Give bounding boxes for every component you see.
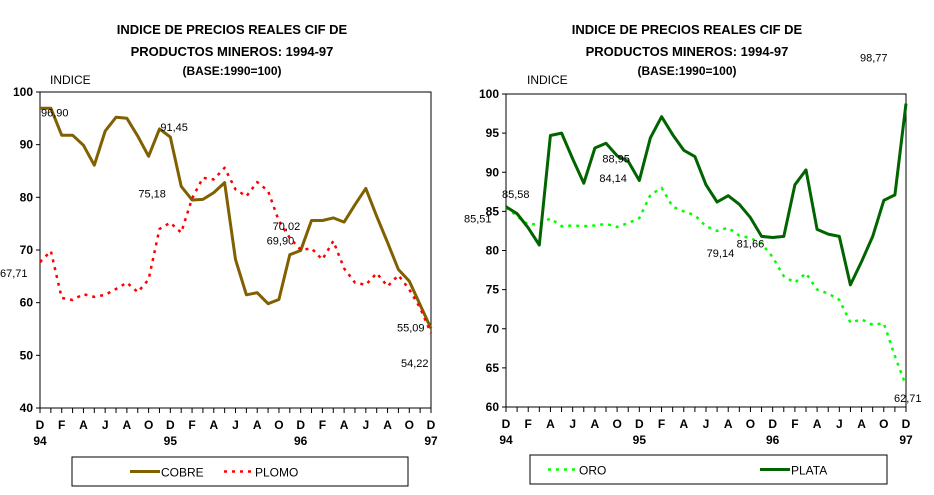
chart-title: INDICE DE PRECIOS REALES CIF DE [117, 22, 348, 37]
x-month-label: J [232, 418, 239, 432]
x-month-label: A [591, 417, 600, 431]
x-month-label: F [319, 418, 326, 432]
data-label: 67,71 [0, 268, 28, 280]
data-label: 69,90 [267, 236, 295, 248]
legend-label-oro: ORO [579, 464, 606, 478]
data-label: 70,02 [273, 221, 301, 233]
x-month-label: D [502, 417, 511, 431]
x-month-label: D [166, 418, 175, 432]
legend-label-plata: PLATA [791, 464, 827, 478]
y-tick-label: 65 [486, 361, 500, 375]
x-month-label: A [383, 418, 392, 432]
chart-title: INDICE DE PRECIOS REALES CIF DE [572, 22, 803, 37]
y-tick-label: 100 [479, 87, 499, 101]
data-label: 98,77 [860, 53, 888, 65]
y-tick-label: 85 [486, 204, 500, 218]
x-month-label: F [188, 418, 195, 432]
x-month-label: F [525, 417, 532, 431]
x-year-label: 95 [633, 433, 647, 447]
x-year-label: 97 [899, 433, 913, 447]
x-month-label: A [253, 418, 262, 432]
x-month-label: O [405, 418, 414, 432]
y-axis-label: INDICE [50, 73, 91, 87]
x-month-label: A [79, 418, 88, 432]
y-tick-label: 70 [20, 243, 34, 257]
x-month-label: A [546, 417, 555, 431]
x-month-label: O [879, 417, 888, 431]
x-month-label: J [102, 418, 109, 432]
x-month-label: A [724, 417, 733, 431]
x-month-label: O [612, 417, 621, 431]
legend-label-cobre: COBRE [161, 466, 204, 480]
x-month-label: J [703, 417, 710, 431]
data-label: 55,09 [397, 323, 425, 335]
data-label: 84,14 [599, 173, 627, 185]
chart-title: PRODUCTOS MINEROS: 1994-97 [131, 44, 334, 59]
data-label: 81,66 [737, 239, 765, 251]
x-year-label: 97 [424, 434, 438, 448]
y-tick-label: 80 [486, 244, 500, 258]
y-tick-label: 100 [13, 85, 33, 99]
x-month-label: D [902, 417, 911, 431]
legend-box [529, 454, 888, 485]
data-label: 79,14 [707, 248, 735, 260]
series-line-cobre [40, 106, 433, 330]
x-month-label: J [836, 417, 843, 431]
x-month-label: O [144, 418, 153, 432]
x-month-label: F [58, 418, 65, 432]
data-label: 91,45 [160, 122, 188, 134]
data-label: 85,58 [502, 189, 530, 201]
y-tick-label: 80 [20, 190, 34, 204]
y-tick-label: 95 [486, 126, 500, 140]
series-line-oro [505, 186, 908, 387]
x-month-label: F [791, 417, 798, 431]
x-month-label: A [679, 417, 688, 431]
y-tick-label: 60 [486, 400, 500, 414]
x-month-label: F [658, 417, 665, 431]
x-month-label: D [635, 417, 644, 431]
x-month-label: D [427, 418, 436, 432]
x-year-label: 96 [294, 434, 308, 448]
x-month-label: D [36, 418, 45, 432]
chart-1: INDICE DE PRECIOS REALES CIF DE PRODUCTOS… [0, 22, 438, 487]
x-month-label: A [209, 418, 218, 432]
y-tick-label: 75 [486, 283, 500, 297]
data-label: 88,95 [602, 153, 630, 165]
chart-subtitle: (BASE:1990=100) [637, 64, 736, 78]
x-month-label: A [857, 417, 866, 431]
x-month-label: D [768, 417, 777, 431]
data-label: 62,71 [894, 393, 922, 405]
x-year-label: 94 [499, 433, 513, 447]
x-month-label: A [340, 418, 349, 432]
x-month-label: O [746, 417, 755, 431]
y-tick-label: 60 [20, 296, 34, 310]
x-month-label: D [296, 418, 305, 432]
y-tick-label: 90 [486, 165, 500, 179]
chart-title: PRODUCTOS MINEROS: 1994-97 [586, 44, 789, 59]
x-month-label: A [813, 417, 822, 431]
x-year-label: 96 [766, 433, 780, 447]
chart-2: INDICE DE PRECIOS REALES CIF DE PRODUCTOS… [464, 22, 922, 485]
y-tick-label: 90 [20, 138, 34, 152]
y-tick-label: 40 [20, 401, 34, 415]
chart-subtitle: (BASE:1990=100) [182, 64, 281, 78]
legend: ORO PLATA [529, 454, 888, 485]
y-axis-label: INDICE [527, 73, 568, 87]
x-month-label: A [123, 418, 132, 432]
x-month-label: O [274, 418, 283, 432]
data-label: 85,51 [464, 213, 492, 225]
legend: COBRE PLOMO [71, 456, 409, 487]
x-month-label: J [362, 418, 369, 432]
x-year-label: 94 [33, 434, 47, 448]
x-year-label: 95 [164, 434, 178, 448]
y-tick-label: 70 [486, 322, 500, 336]
data-label: 75,18 [138, 189, 166, 201]
data-label: 96,90 [41, 107, 69, 119]
data-label: 54,22 [401, 358, 429, 370]
legend-label-plomo: PLOMO [255, 466, 298, 480]
y-tick-label: 50 [20, 348, 34, 362]
x-month-label: J [569, 417, 576, 431]
